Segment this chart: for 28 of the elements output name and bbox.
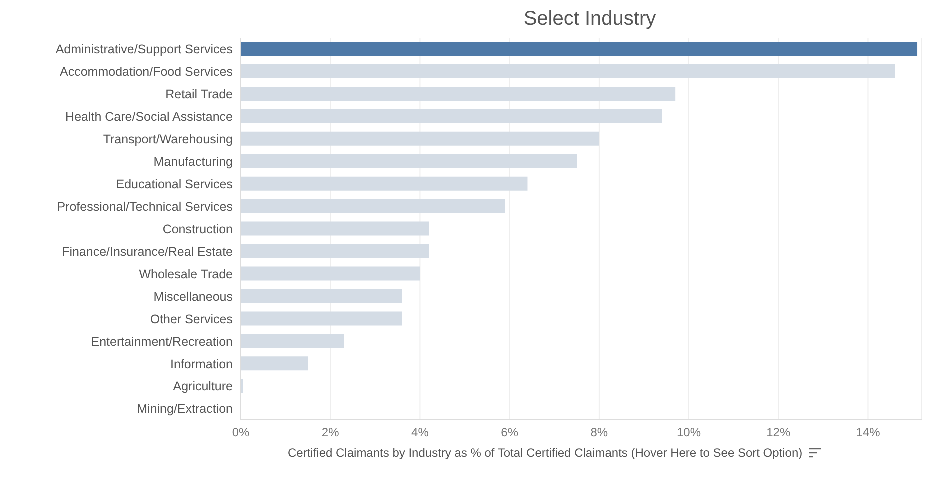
- y-tick-label: Retail Trade: [166, 88, 234, 102]
- y-tick-label: Miscellaneous: [154, 290, 233, 304]
- y-tick-label: Accommodation/Food Services: [60, 65, 233, 80]
- x-tick-label: 6%: [501, 426, 519, 440]
- y-tick-label: Professional/Technical Services: [57, 200, 233, 214]
- y-tick-label: Entertainment/Recreation: [91, 334, 234, 349]
- chart-title: Select Industry: [522, 8, 658, 32]
- x-tick-label: 8%: [590, 426, 608, 440]
- y-tick-label: Information: [170, 357, 234, 372]
- y-tick-label: Agriculture: [173, 380, 234, 394]
- y-tick-label: Mining/Extraction: [137, 402, 234, 416]
- y-tick-label: Construction: [162, 222, 234, 236]
- x-tick-label: 14%: [856, 426, 881, 440]
- x-tick-label: 10%: [677, 426, 702, 440]
- y-tick-label: Health Care/Social Assistance: [66, 110, 234, 124]
- x-tick-label: 12%: [766, 426, 791, 440]
- y-tick-label: Educational Services: [116, 177, 233, 192]
- x-axis-title: Certified Claimants by Industry as % of Total Certified Claimants (Hover Here to See Sort Option): [288, 446, 803, 460]
- x-tick-label: 4%: [412, 426, 430, 440]
- y-tick-label: Administrative/Support Services: [56, 42, 233, 57]
- y-tick-label: Wholesale Trade: [139, 267, 234, 282]
- y-tick-label: Manufacturing: [154, 155, 234, 170]
- x-tick-label: 0%: [232, 426, 250, 440]
- y-tick-label: Other Services: [150, 312, 233, 326]
- y-tick-label: Finance/Insurance/Real Estate: [62, 244, 234, 259]
- x-tick-label: 2%: [322, 426, 340, 440]
- bar: [241, 42, 918, 56]
- y-tick-label: Transport/Warehousing: [103, 132, 234, 147]
